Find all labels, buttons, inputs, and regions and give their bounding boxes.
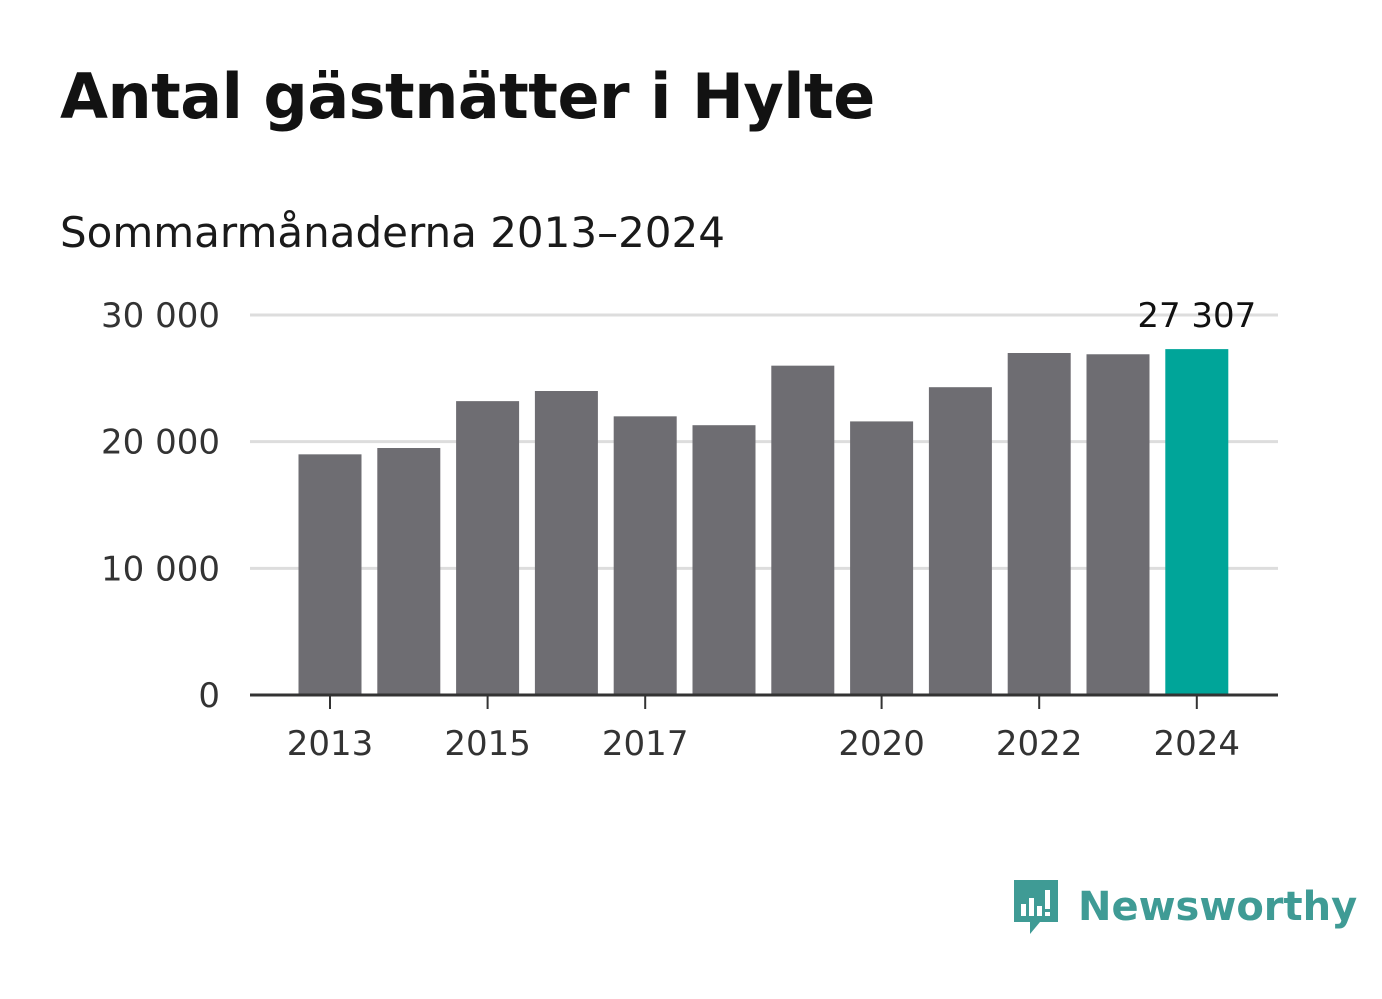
newsworthy-logo-icon bbox=[1014, 880, 1058, 934]
bar-2024 bbox=[1165, 349, 1229, 695]
y-tick-label: 0 bbox=[198, 676, 220, 716]
bar-2017 bbox=[613, 416, 677, 695]
bar-2019 bbox=[771, 365, 835, 695]
bar-2022 bbox=[1007, 353, 1071, 695]
value-label: 27 307 bbox=[1137, 296, 1256, 336]
y-axis: 0 10 000 20 000 30 000 bbox=[101, 296, 220, 716]
newsworthy-logo: Newsworthy bbox=[1010, 876, 1357, 938]
chart-title: Antal gästnätter i Hylte bbox=[60, 60, 875, 133]
chart-subtitle: Sommarmånaderna 2013–2024 bbox=[60, 208, 725, 257]
x-tick-label: 2017 bbox=[602, 724, 689, 764]
x-tick-label: 2022 bbox=[996, 724, 1083, 764]
brand-name: Newsworthy bbox=[1078, 884, 1358, 930]
bar-2015 bbox=[456, 401, 520, 695]
y-tick-label: 10 000 bbox=[101, 549, 220, 589]
bar-2018 bbox=[692, 425, 756, 695]
value-labels: 27 307 bbox=[1137, 296, 1256, 336]
x-tick-label: 2015 bbox=[444, 724, 531, 764]
x-tick-label: 2024 bbox=[1154, 724, 1241, 764]
y-tick-label: 20 000 bbox=[101, 423, 220, 463]
x-tick-label: 2020 bbox=[838, 724, 925, 764]
x-axis: 2013 2015 2017 2020 2022 2024 bbox=[250, 693, 1278, 764]
bar-2014 bbox=[377, 448, 441, 695]
x-tick-label: 2013 bbox=[287, 724, 374, 764]
y-tick-label: 30 000 bbox=[101, 296, 220, 336]
bar-2020 bbox=[850, 421, 914, 695]
bar-2016 bbox=[534, 391, 598, 695]
bar-2013 bbox=[298, 454, 362, 695]
bar-2021 bbox=[928, 387, 992, 695]
bar-2023 bbox=[1086, 354, 1150, 695]
bars bbox=[298, 349, 1229, 695]
